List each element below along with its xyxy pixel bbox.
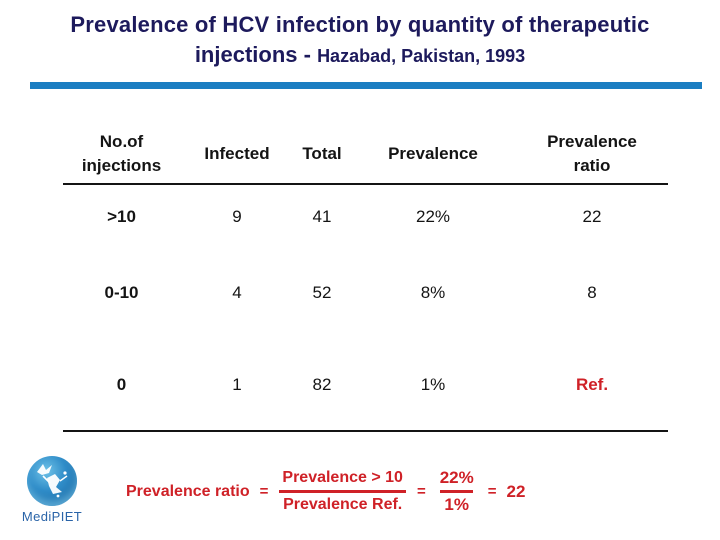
title-line2: injections - Hazabad, Pakistan, 1993 [0,40,720,71]
cell-prevalence: 8% [420,283,446,302]
title-underline-bar [30,82,702,89]
title-line2-sub: Hazabad, Pakistan, 1993 [317,46,526,66]
cell-total: 82 [312,375,332,394]
equals-sign: = [259,483,269,500]
cell-ratio: 8 [587,283,597,302]
cell-ratio: 22 [582,207,602,226]
fraction-denominator: Prevalence Ref. [279,490,407,515]
header-no-of-injections: No.of injections [81,132,162,175]
medipiet-logo: MediPIET [18,456,86,524]
logo-text: MediPIET [21,509,83,524]
formula-result: 22 [506,481,526,501]
table-row: 0 1 82 1% Ref. [63,374,668,396]
title-line1: Prevalence of HCV infection by quantity … [70,12,650,37]
cell-infected: 4 [232,283,242,302]
header-prevalence: Prevalence [388,144,478,163]
fraction-numerator: Prevalence > 10 [282,469,403,486]
equals-sign: = [416,483,426,500]
header-total: Total [302,144,342,163]
formula-fraction-terms: Prevalence > 10 Prevalence Ref. [278,468,407,515]
prevalence-ratio-formula: Prevalence ratio = Prevalence > 10 Preva… [126,468,525,515]
cell-infected: 9 [232,207,242,226]
header-prevalence-ratio: Prevalence ratio [547,132,637,175]
prevalence-table: No.of injections Infected Total Prevalen… [63,130,668,432]
header-infected: Infected [204,144,270,163]
fraction-numerator: 22% [439,468,474,487]
cell-injections: >10 [107,207,136,226]
cell-infected: 1 [232,375,242,394]
cell-total: 52 [312,283,332,302]
globe-icon [27,456,77,506]
formula-label: Prevalence ratio [126,482,250,500]
table-row: >10 9 41 22% 22 [63,206,668,228]
cell-injections: 0 [116,375,127,394]
equals-sign: = [487,483,497,500]
cell-prevalence: 1% [420,375,446,394]
cell-prevalence: 22% [415,207,451,226]
table-bottom-rule [63,430,668,432]
table-row: 0-10 4 52 8% 8 [63,282,668,304]
fraction-denominator: 1% [440,490,473,515]
cell-total: 41 [312,207,332,226]
table-header-row: No.of injections Infected Total Prevalen… [63,130,668,185]
cell-injections: 0-10 [104,283,139,302]
cell-ratio-reference: Ref. [575,375,609,394]
formula-fraction-values: 22% 1% [436,468,478,515]
slide-title: Prevalence of HCV infection by quantity … [0,9,720,71]
title-line2-main: injections - [194,42,318,67]
